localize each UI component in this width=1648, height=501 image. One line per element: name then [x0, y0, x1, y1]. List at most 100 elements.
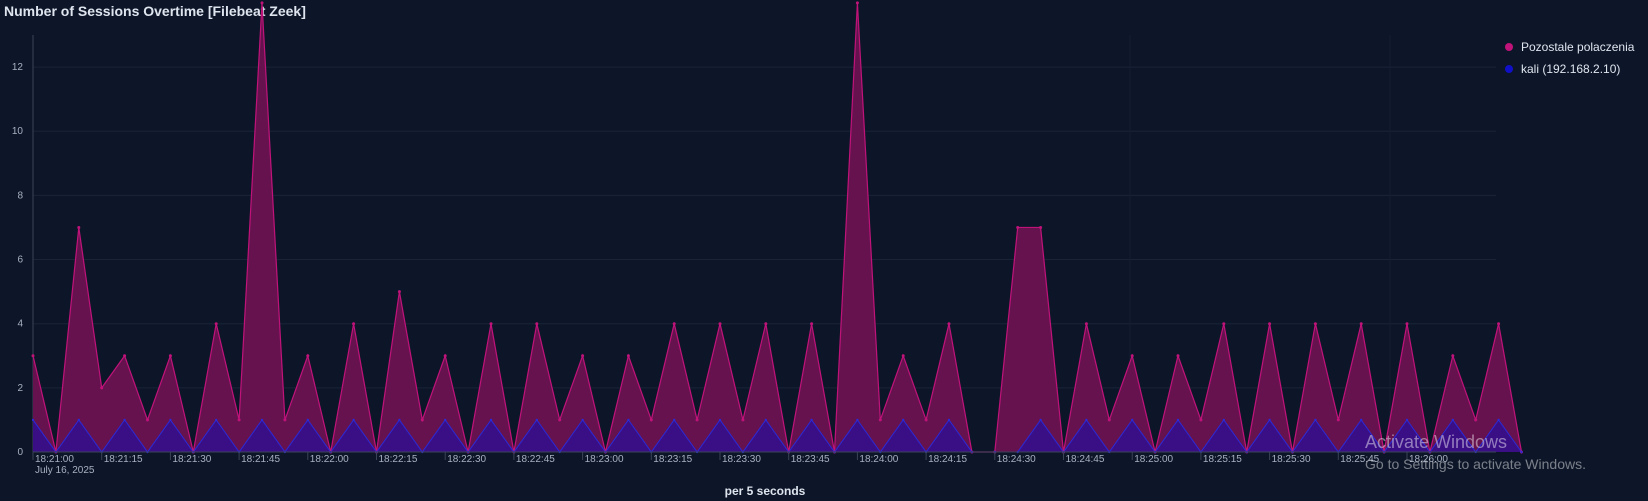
data-point-kali [1268, 418, 1271, 422]
x-axis-title: per 5 seconds [725, 484, 806, 498]
x-tick-label: 18:25:15 [1203, 454, 1242, 465]
x-tick-label: 18:21:45 [241, 454, 280, 465]
data-point-pozostale [1016, 225, 1020, 229]
data-point-pozostale [214, 322, 218, 326]
data-point-pozostale [1474, 418, 1478, 422]
x-tick-label: 18:22:00 [310, 454, 349, 465]
data-point-kali [1222, 418, 1226, 422]
data-point-pozostale [420, 418, 424, 422]
data-point-kali [306, 418, 309, 422]
data-point-pozostale [764, 322, 768, 326]
data-point-kali [352, 418, 355, 422]
data-point-pozostale [1176, 354, 1180, 358]
data-point-pozostale [672, 322, 676, 326]
windows-activation-watermark: Activate Windows Go to Settings to activ… [1365, 432, 1586, 472]
data-point-pozostale [1451, 354, 1455, 358]
data-point-pozostale [443, 354, 447, 358]
data-point-pozostale [1359, 322, 1363, 326]
data-point-pozostale [626, 354, 630, 358]
data-point-pozostale [397, 290, 401, 294]
series-line-kali [32, 419, 1522, 453]
y-tick-label: 6 [17, 255, 23, 266]
data-point-kali [1405, 418, 1409, 422]
x-tick-label: 18:23:15 [653, 454, 692, 465]
data-point-kali [947, 418, 951, 422]
data-point-pozostale [947, 322, 951, 326]
data-point-kali [535, 418, 538, 422]
data-point-kali [902, 418, 905, 422]
x-tick-label: 18:22:30 [447, 454, 486, 465]
data-point-kali [444, 418, 447, 422]
data-point-pozostale [31, 354, 35, 358]
data-point-pozostale [306, 354, 310, 358]
x-date-label: July 16, 2025 [35, 465, 95, 476]
y-tick-label: 10 [12, 126, 24, 137]
data-point-pozostale [718, 322, 722, 326]
legend-swatch-kali [1505, 65, 1513, 73]
data-point-pozostale [558, 418, 562, 422]
x-tick-label: 18:25:45 [1340, 454, 1379, 465]
data-point-pozostale [168, 354, 172, 358]
x-tick-label: 18:21:30 [172, 454, 211, 465]
data-point-kali [1039, 418, 1042, 422]
legend-item-pozostale[interactable]: Pozostale polaczenia [1505, 36, 1634, 58]
x-tick-label: 18:25:00 [1134, 454, 1173, 465]
data-point-kali [215, 418, 218, 422]
data-point-pozostale [489, 322, 493, 326]
data-point-kali [718, 418, 722, 422]
series-line-pozostale [32, 2, 1523, 453]
data-point-kali [627, 418, 630, 422]
x-tick-label: 18:24:45 [1066, 454, 1105, 465]
data-point-pozostale [1107, 418, 1111, 422]
legend-item-kali[interactable]: kali (192.168.2.10) [1505, 58, 1634, 80]
y-tick-label: 8 [17, 190, 23, 201]
data-point-kali [764, 418, 767, 422]
data-point-kali [673, 418, 676, 422]
x-tick-label: 18:21:15 [104, 454, 143, 465]
chart-legend: Pozostale polaczenia kali (192.168.2.10) [1505, 36, 1634, 80]
data-point-pozostale [901, 354, 905, 358]
series-area-pozostale [33, 2, 1522, 453]
data-point-pozostale [260, 1, 264, 5]
data-point-kali [1520, 450, 1523, 454]
data-point-pozostale [1336, 418, 1340, 422]
data-point-kali [1360, 418, 1363, 422]
data-point-pozostale [1084, 322, 1088, 326]
data-point-pozostale [123, 354, 127, 358]
x-tick-label: 18:24:00 [859, 454, 898, 465]
data-point-pozostale [1497, 322, 1501, 326]
data-point-kali [1497, 418, 1500, 422]
legend-label-kali: kali (192.168.2.10) [1521, 62, 1621, 76]
data-point-pozostale [695, 418, 699, 422]
data-point-kali [77, 418, 81, 422]
y-tick-label: 4 [17, 319, 23, 330]
x-tick-label: 18:24:30 [997, 454, 1036, 465]
data-point-pozostale [855, 1, 859, 5]
data-point-pozostale [878, 418, 882, 422]
x-tick-label: 18:26:00 [1409, 454, 1448, 465]
data-point-kali [31, 418, 35, 422]
data-point-kali [581, 418, 584, 422]
data-point-kali [1314, 418, 1317, 422]
data-point-pozostale [1313, 322, 1317, 326]
x-tick-label: 18:25:30 [1272, 454, 1311, 465]
data-point-kali [1176, 418, 1180, 422]
data-point-pozostale [581, 354, 585, 358]
data-point-pozostale [1039, 225, 1043, 229]
x-tick-label: 18:23:30 [722, 454, 761, 465]
x-tick-label: 18:21:00 [35, 454, 74, 465]
data-point-pozostale [1405, 322, 1409, 326]
y-tick-label: 2 [17, 383, 23, 394]
data-point-pozostale [77, 225, 81, 229]
x-tick-label: 18:22:45 [516, 454, 555, 465]
data-point-pozostale [1222, 322, 1226, 326]
data-point-pozostale [283, 418, 287, 422]
data-point-pozostale [535, 322, 539, 326]
data-point-kali [398, 418, 401, 422]
data-point-pozostale [741, 418, 745, 422]
data-point-kali [856, 418, 859, 422]
data-point-kali [1451, 418, 1455, 422]
legend-swatch-pozostale [1505, 43, 1513, 51]
legend-label-pozostale: Pozostale polaczenia [1521, 40, 1635, 54]
